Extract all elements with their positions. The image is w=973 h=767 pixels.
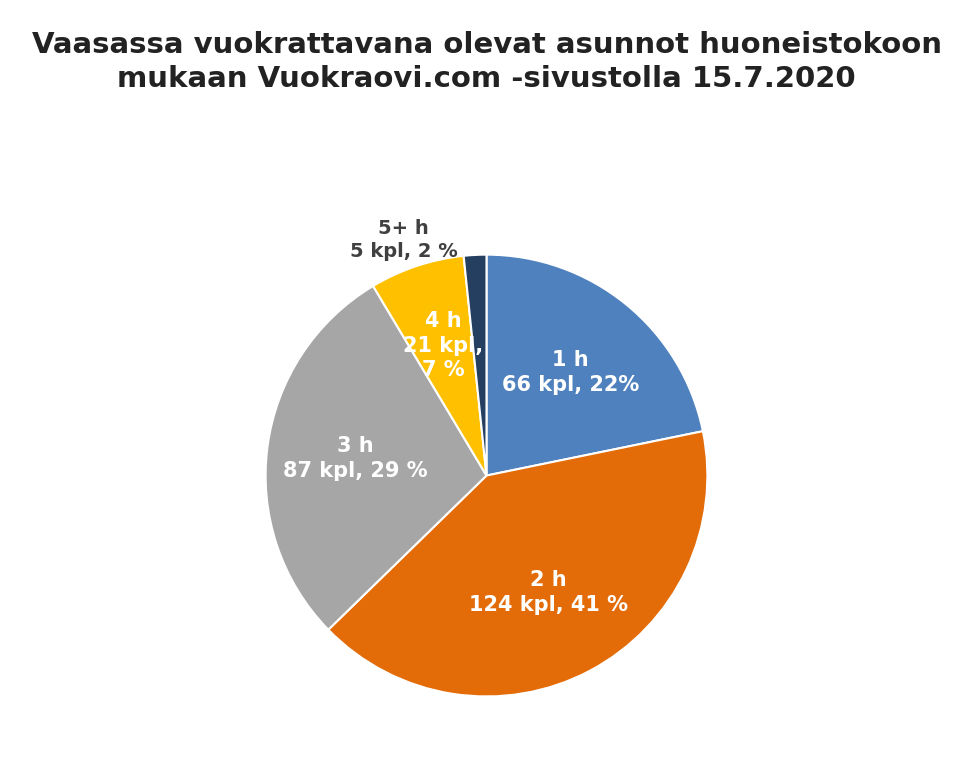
Wedge shape bbox=[328, 431, 707, 696]
Wedge shape bbox=[486, 255, 703, 476]
Text: 1 h
66 kpl, 22%: 1 h 66 kpl, 22% bbox=[502, 351, 639, 395]
Text: Vaasassa vuokrattavana olevat asunnot huoneistokoon
mukaan Vuokraovi.com -sivust: Vaasassa vuokrattavana olevat asunnot hu… bbox=[31, 31, 942, 94]
Text: 4 h
21 kpl,
7 %: 4 h 21 kpl, 7 % bbox=[403, 311, 484, 380]
Wedge shape bbox=[266, 286, 486, 630]
Wedge shape bbox=[464, 255, 486, 476]
Text: 3 h
87 kpl, 29 %: 3 h 87 kpl, 29 % bbox=[283, 436, 427, 481]
Wedge shape bbox=[373, 256, 486, 476]
Text: 2 h
124 kpl, 41 %: 2 h 124 kpl, 41 % bbox=[469, 570, 628, 615]
Text: 5+ h
5 kpl, 2 %: 5+ h 5 kpl, 2 % bbox=[350, 219, 457, 261]
